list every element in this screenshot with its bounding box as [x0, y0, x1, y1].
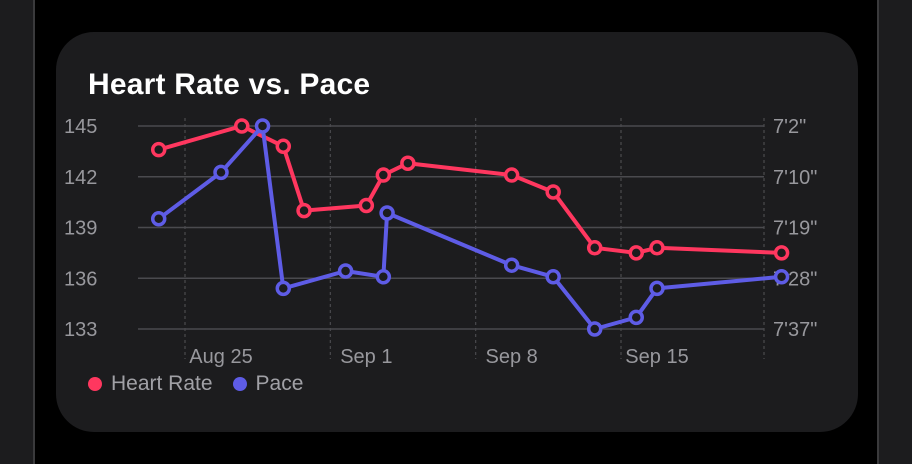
y-left-tick-label: 136: [64, 268, 97, 290]
x-tick-label: Aug 25: [189, 346, 252, 368]
legend-item-heart-rate: Heart Rate: [88, 372, 213, 396]
x-tick-label: Sep 15: [625, 346, 688, 368]
data-point-pace: [337, 263, 354, 279]
data-point-heart-rate: [375, 167, 392, 183]
data-point-heart-rate: [150, 141, 167, 158]
data-point-pace: [586, 321, 603, 337]
y-left-tick-label: 145: [64, 116, 97, 138]
data-point-heart-rate: [586, 240, 603, 256]
data-point-heart-rate: [296, 202, 312, 219]
data-point-pace: [503, 257, 520, 273]
legend-label-pace: Pace: [255, 372, 304, 395]
y-left-tick-label: 139: [64, 218, 97, 240]
data-point-heart-rate: [649, 240, 665, 256]
data-point-heart-rate: [358, 197, 375, 214]
y-left-tick-label: 142: [64, 167, 97, 189]
chart-legend: Heart Rate Pace: [88, 372, 303, 396]
y-left-tick-label: 133: [64, 319, 97, 341]
data-point-heart-rate: [628, 245, 644, 261]
y-right-tick-label: 7'37": [773, 319, 817, 341]
data-point-pace: [254, 118, 271, 134]
chart-plot: 145 7'2"142 7'10"139 7'19"136 7'28"133 7'37"A…: [64, 116, 817, 368]
data-point-pace: [375, 269, 392, 285]
data-point-heart-rate: [773, 245, 790, 261]
data-point-pace: [545, 269, 561, 285]
data-point-pace: [628, 309, 644, 326]
y-right-tick-label: 7'2": [773, 116, 806, 138]
series-line-heart-rate: [156, 124, 784, 255]
data-point-pace: [150, 211, 167, 227]
data-point-heart-rate: [503, 167, 520, 183]
left-device-edge: [0, 0, 35, 464]
data-point-pace: [379, 205, 395, 221]
legend-swatch-heart-rate: [88, 377, 102, 391]
x-tick-label: Sep 8: [486, 346, 538, 368]
right-device-edge: [877, 0, 912, 464]
legend-swatch-pace: [232, 377, 247, 391]
y-right-tick-label: 7'19": [773, 218, 817, 240]
data-point-pace: [213, 164, 229, 181]
chart-title: Heart Rate vs. Pace: [88, 68, 371, 101]
data-point-pace: [649, 280, 665, 297]
y-right-tick-label: 7'10": [773, 167, 817, 189]
data-point-heart-rate: [234, 118, 250, 134]
legend-label-heart-rate: Heart Rate: [111, 372, 213, 395]
data-point-pace: [773, 269, 790, 285]
legend-item-pace: Pace: [232, 372, 304, 396]
data-point-heart-rate: [545, 184, 561, 200]
data-point-pace: [275, 280, 292, 297]
data-point-heart-rate: [400, 155, 416, 171]
x-tick-label: Sep 1: [340, 346, 392, 368]
chart-card: Heart Rate vs. Pace 145 7'2" 142 7'10" 139 7'…: [56, 32, 858, 432]
data-point-heart-rate: [275, 138, 292, 155]
